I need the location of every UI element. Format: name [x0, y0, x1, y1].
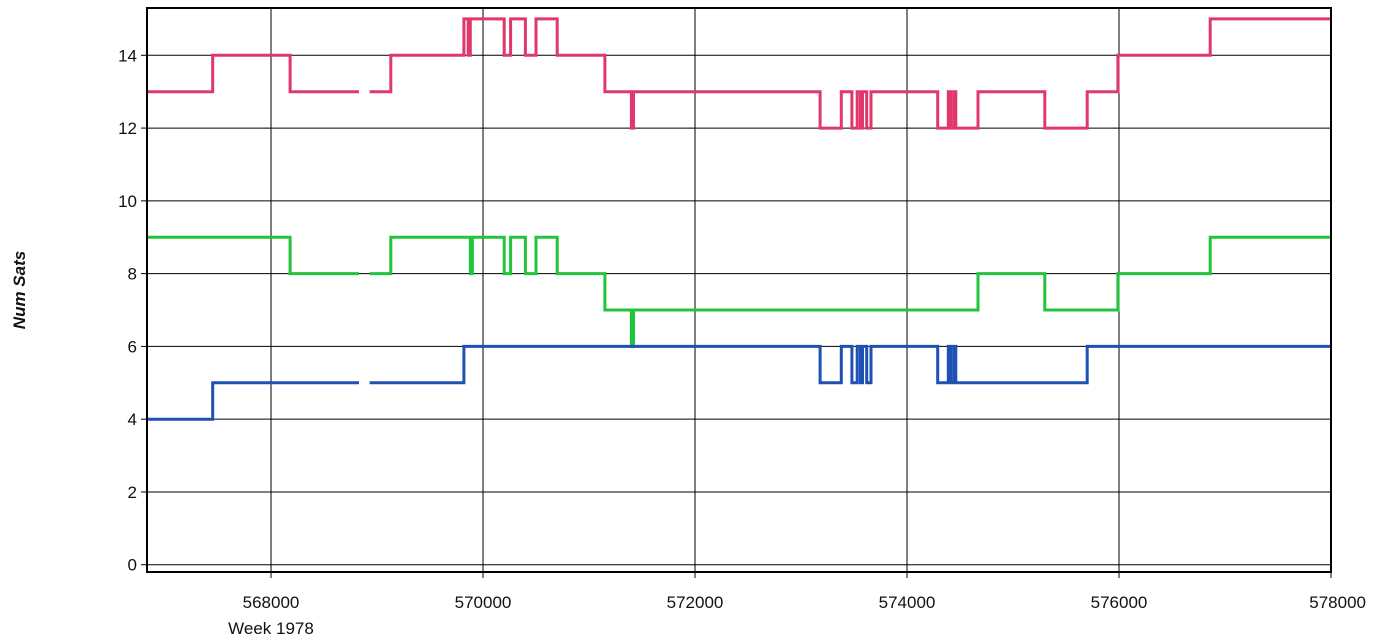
- x-tick-label: 576000: [1091, 593, 1148, 612]
- y-tick-label: 2: [128, 483, 137, 502]
- x-tick-label: 578000: [1309, 593, 1366, 612]
- series-1-line: [147, 53, 359, 94]
- y-tick-label: 14: [118, 46, 137, 65]
- y-tick-label: 12: [118, 119, 137, 138]
- x-tick-label: 572000: [667, 593, 724, 612]
- series-1-line: [369, 17, 1331, 130]
- y-axis-label: Num Sats: [10, 251, 29, 329]
- series-2-line: [369, 235, 1331, 348]
- y-tick-label: 8: [128, 265, 137, 284]
- series-lines: [147, 17, 1331, 421]
- x-tick-label: 570000: [455, 593, 512, 612]
- y-tick-label: 6: [128, 337, 137, 356]
- series-3-line: [369, 344, 1331, 385]
- series-2-line: [147, 235, 359, 276]
- x-tick-label: 574000: [879, 593, 936, 612]
- tick-labels: 0 2 4 6 8 10 12 14 568000 570000 572000 574000 57600…: [118, 46, 1366, 612]
- x-axis-week-label: Week 1978: [228, 619, 314, 638]
- y-tick-label: 0: [128, 556, 137, 575]
- y-tick-label: 4: [128, 410, 137, 429]
- x-tick-label: 568000: [243, 593, 300, 612]
- plot-frame: [146, 7, 1332, 573]
- series-3-line: [147, 381, 359, 421]
- y-tick-label: 10: [118, 192, 137, 211]
